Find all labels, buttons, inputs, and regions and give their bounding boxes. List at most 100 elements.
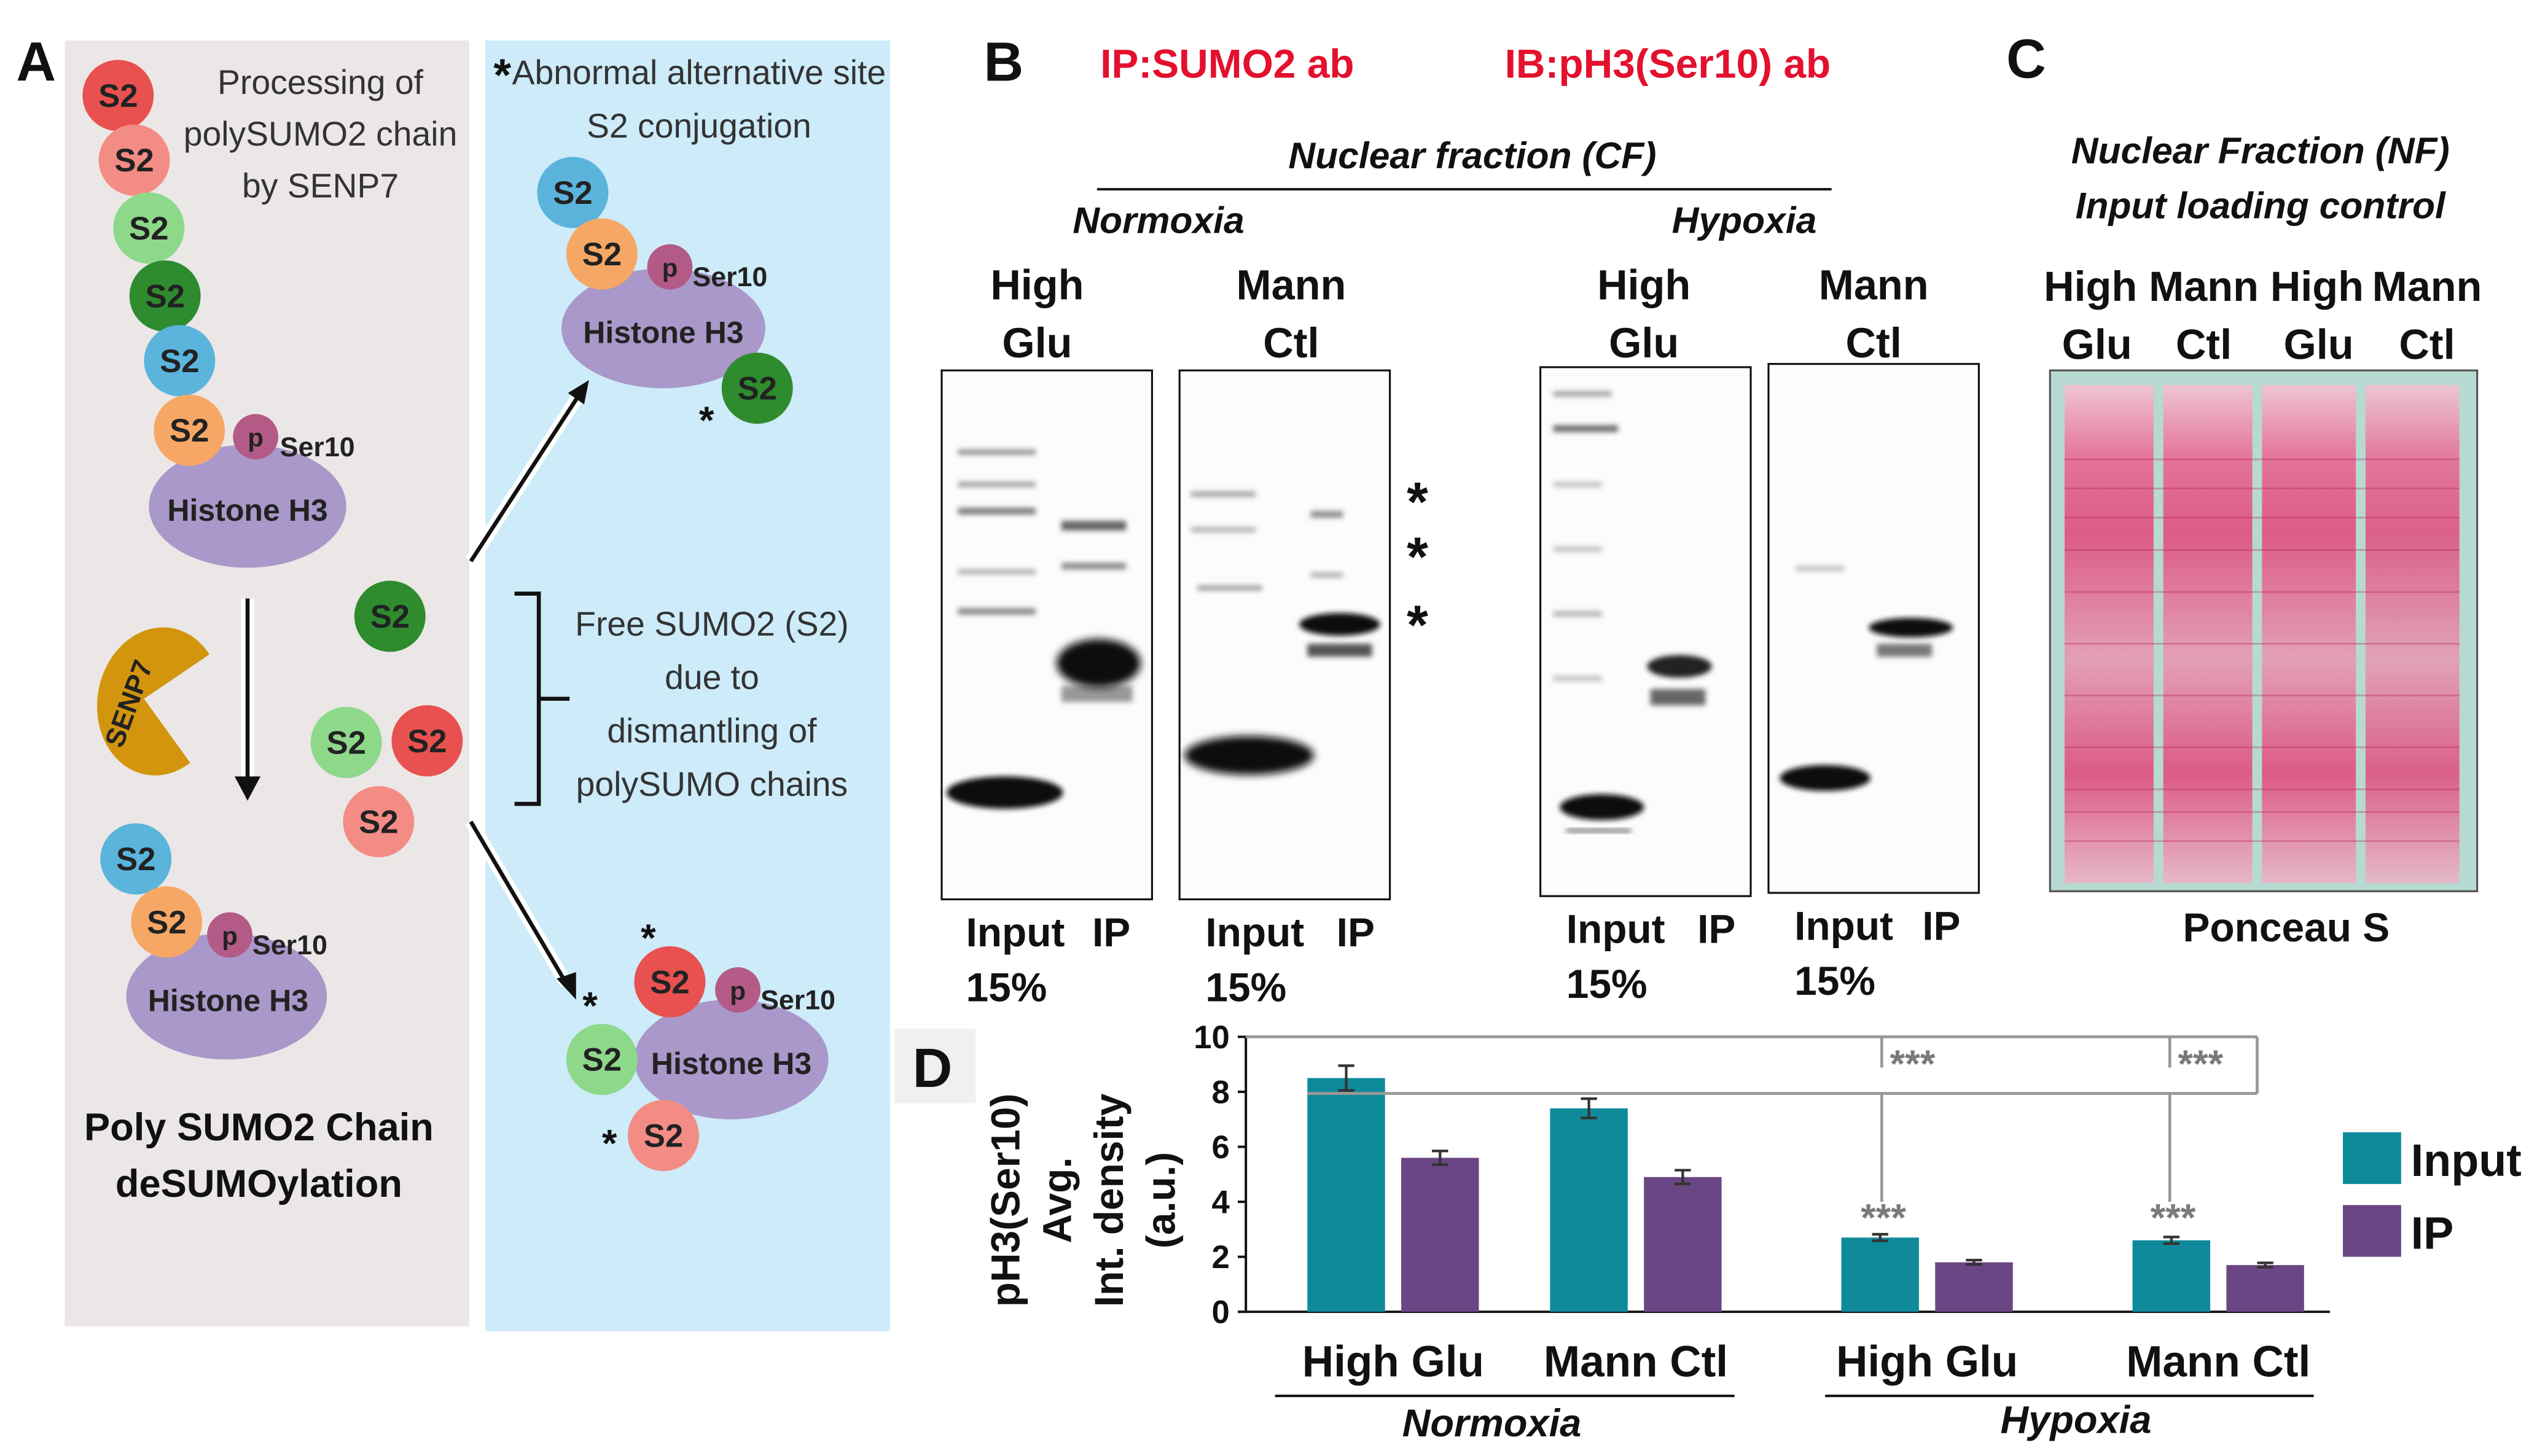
s2-abnormal-top-3 — [721, 352, 793, 424]
bar-input-3 — [2132, 1240, 2211, 1312]
y-tick-label-1: 2 — [1212, 1239, 1230, 1275]
histone-h3-abnormal-bottom — [634, 999, 829, 1119]
panel-c-letter: C — [2006, 28, 2046, 89]
processing-text-line-1: Processing of — [217, 63, 424, 101]
histone-h3-bottom-label: Histone H3 — [148, 983, 308, 1018]
s2-chain-4-label: S2 — [145, 278, 184, 314]
senp7-pacman — [97, 627, 209, 776]
blot-2-label-top: Mann — [1237, 261, 1347, 308]
blot-2-label-bottom: Ctl — [1263, 319, 1319, 367]
s2-chain-4 — [129, 260, 201, 332]
panel-b-letter: B — [983, 31, 1023, 93]
s2-chain-3 — [113, 192, 185, 264]
s2-chain-3-label: S2 — [129, 211, 168, 247]
s2-abnormal-bottom-1 — [634, 946, 706, 1018]
band-asterisk-1: * — [1407, 471, 1428, 532]
ser10-bottom-label: Ser10 — [252, 930, 327, 960]
ponceau-lane-1-top: High — [2044, 263, 2137, 310]
blot-4-label-top: Mann — [1819, 261, 1929, 308]
up-arrow — [469, 393, 581, 563]
x-category-label-1: Mann Ctl — [1544, 1338, 1728, 1387]
ser10-abnormal-bottom-label: Ser10 — [760, 985, 835, 1016]
panel-b: B IP:SUMO2 ab IB:pH3(Ser10) ab Nuclear f… — [940, 31, 1980, 1010]
blot-2-ip-label: IP — [1337, 909, 1375, 955]
abnormal-asterisk: * — [493, 50, 511, 101]
x-category-label-2: High Glu — [1836, 1338, 2018, 1387]
sig-stars-4: *** — [2151, 1196, 2196, 1239]
panel-c-title-1: Nuclear Fraction (NF) — [2071, 130, 2450, 171]
s2-abnormal-bottom-2-label: S2 — [582, 1042, 622, 1078]
free-s2-1 — [354, 580, 426, 652]
blot-3-label-bottom: Glu — [1609, 319, 1679, 367]
bar-ip-2 — [1935, 1262, 2013, 1312]
s2-abnormal-top-2-label: S2 — [582, 236, 622, 273]
y-axis-label-line-3: Int. density — [1086, 1093, 1132, 1307]
processing-text-line-3: by SENP7 — [242, 166, 399, 204]
free-s2-2 — [310, 707, 382, 778]
free-text-line-2: due to — [665, 658, 759, 696]
blot-4-pct-label: 15% — [1794, 958, 1875, 1003]
asterisk-abnormal-bottom-1: * — [641, 917, 656, 960]
ponceau-lane-2-bottom: Ctl — [2176, 321, 2232, 368]
asterisk-abnormal-top: * — [699, 399, 714, 442]
blot-1-label-bottom: Glu — [1002, 319, 1072, 367]
chart-legend: Input IP — [2343, 1132, 2522, 1258]
phospho-p-bottom — [207, 912, 252, 958]
hypoxia-group-label: Hypoxia — [2000, 1399, 2151, 1442]
y-tick-label-3: 6 — [1212, 1129, 1230, 1166]
blot-normoxia-high-glu — [940, 369, 1153, 901]
s2-abnormal-top-1-label: S2 — [553, 175, 592, 211]
y-axis-label-line-4: (a.u.) — [1138, 1152, 1183, 1248]
y-tick-label-5: 10 — [1194, 1019, 1230, 1056]
down-arrow-head — [234, 776, 261, 801]
phospho-p-abnormal-top — [647, 244, 693, 290]
sig-stars-1: *** — [1890, 1043, 1936, 1086]
ponceau-lane-2-top: Mann — [2149, 263, 2259, 310]
free-s2-4 — [343, 786, 415, 858]
legend-label-ip: IP — [2411, 1207, 2454, 1258]
histone-h3-top-label: Histone H3 — [167, 493, 327, 528]
blot-2-input-label: Input — [1205, 909, 1304, 955]
y-tick-label-2: 4 — [1212, 1184, 1230, 1220]
panel-d: D pH3(Ser10) Avg. Int. density (a.u.) 0 2… — [894, 1019, 2522, 1445]
s2-bottom-1-label: S2 — [116, 841, 155, 878]
phospho-p-abnormal-bottom — [715, 967, 760, 1013]
bar-input-1 — [1550, 1108, 1628, 1312]
sig-stars-2: *** — [2178, 1043, 2223, 1086]
normoxia-blot-label: Normoxia — [1073, 199, 1244, 241]
blot-2-pct-label: 15% — [1205, 964, 1286, 1010]
ib-label: IB:pH3(Ser10) ab — [1505, 41, 1831, 86]
x-category-label-3: Mann Ctl — [2126, 1338, 2310, 1387]
ponceau-lane-4-top: Mann — [2372, 263, 2482, 310]
blot-3-ip-label: IP — [1697, 906, 1735, 952]
x-category-label-0: High Glu — [1302, 1338, 1484, 1387]
phospho-p-top — [233, 414, 279, 460]
blot-3-pct-label: 15% — [1566, 961, 1648, 1006]
phospho-p-top-label: p — [248, 423, 264, 452]
processing-text-line-2: polySUMO2 chain — [184, 115, 458, 153]
ser10-abnormal-top-label: Ser10 — [692, 262, 767, 292]
s2-chain-2 — [98, 124, 170, 196]
free-text-line-1: Free SUMO2 (S2) — [575, 605, 849, 643]
normoxia-group-label: Normoxia — [1402, 1402, 1582, 1445]
panel-d-letter-background — [894, 1029, 976, 1104]
blot-hypoxia-high-glu — [1539, 366, 1752, 897]
chain-title-line-2: deSUMOylation — [115, 1162, 402, 1205]
ponceau-caption: Ponceau S — [2183, 905, 2390, 950]
s2-abnormal-bottom-1-label: S2 — [650, 964, 689, 1000]
bar-ip-0 — [1401, 1158, 1479, 1312]
blot-4-label-bottom: Ctl — [1846, 319, 1902, 367]
s2-abnormal-bottom-2 — [566, 1024, 638, 1096]
free-s2-1-label: S2 — [370, 599, 410, 635]
chart-bars — [1307, 1064, 2304, 1312]
phospho-p-abnormal-bottom-label: p — [730, 976, 746, 1005]
bar-input-2 — [1841, 1237, 1919, 1312]
ip-label: IP:SUMO2 ab — [1100, 41, 1354, 86]
abnormal-text-line-2: S2 conjugation — [587, 107, 811, 145]
bar-ip-3 — [2226, 1265, 2304, 1312]
y-tick-label-0: 0 — [1212, 1294, 1230, 1331]
hypoxia-blot-label: Hypoxia — [1672, 199, 1817, 241]
blot-normoxia-mann-ctl — [1178, 369, 1391, 901]
free-s2-2-label: S2 — [326, 725, 366, 761]
s2-bottom-2-label: S2 — [147, 905, 186, 941]
